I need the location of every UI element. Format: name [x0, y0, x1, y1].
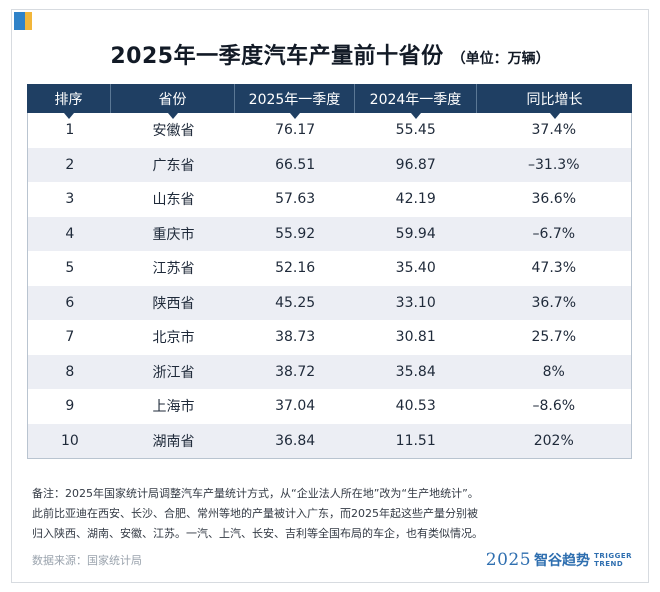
- table-row: 5 江苏省 52.16 35.40 47.3%: [28, 251, 631, 286]
- brand-logo: 2025 智谷趋势 TRIGGER TREND: [486, 550, 632, 570]
- table-row: 9 上海市 37.04 40.53 –8.6%: [28, 389, 631, 424]
- table-row: 4 重庆市 55.92 59.94 –6.7%: [28, 216, 631, 251]
- cell-yoy: 202%: [533, 432, 574, 449]
- cell-2025q1: 57.63: [275, 191, 316, 208]
- cell-2024q1: 35.84: [395, 363, 436, 380]
- cell-yoy: –6.7%: [532, 225, 576, 242]
- cell-province: 陕西省: [152, 295, 195, 312]
- cell-2025q1: 45.25: [275, 294, 316, 311]
- footnote-line: 归入陕西、湖南、安徽、江苏。一汽、上汽、长安、吉利等全国布局的车企，也有类似情况…: [32, 527, 483, 540]
- table-row: 8 浙江省 38.72 35.84 8%: [28, 354, 631, 389]
- cell-2025q1: 55.92: [275, 225, 316, 242]
- column-header-2024q1: 2024年一季度: [355, 84, 477, 119]
- cell-2024q1: 55.45: [395, 122, 436, 139]
- table-row: 1 安徽省 76.17 55.45 37.4%: [28, 113, 631, 148]
- brand-year: 2025: [485, 550, 532, 570]
- footer: 数据来源：国家统计局 2025 智谷趋势 TRIGGER TREND: [32, 550, 632, 572]
- cell-province: 重庆市: [152, 226, 195, 243]
- table-row: 10 湖南省 36.84 11.51 202%: [28, 423, 631, 458]
- cell-province: 山东省: [152, 192, 195, 209]
- table-header: 排序 省份 2025年一季度 2024年一季度 同比增长: [27, 84, 632, 119]
- cell-rank: 9: [65, 398, 75, 415]
- table-row: 2 广东省 66.51 96.87 –31.3%: [28, 147, 631, 182]
- cell-yoy: 37.4%: [531, 122, 576, 139]
- cell-2024q1: 96.87: [395, 156, 436, 173]
- title-row: 2025年一季度汽车产量前十省份 （单位：万辆）: [0, 38, 660, 72]
- cell-yoy: –31.3%: [528, 156, 580, 173]
- cell-yoy: 36.7%: [531, 294, 576, 311]
- cell-2025q1: 66.51: [275, 156, 316, 173]
- cell-rank: 3: [65, 191, 75, 208]
- cell-province: 安徽省: [152, 123, 195, 140]
- cell-rank: 10: [60, 432, 79, 449]
- cell-province: 江苏省: [152, 261, 195, 278]
- column-header-province: 省份: [111, 84, 235, 119]
- column-header-rank: 排序: [27, 84, 111, 119]
- cell-yoy: –8.6%: [532, 398, 576, 415]
- cell-2024q1: 11.51: [395, 432, 436, 449]
- cell-2025q1: 38.73: [275, 329, 316, 346]
- data-table: 排序 省份 2025年一季度 2024年一季度 同比增长 1 安徽省 76.17 55…: [27, 84, 632, 459]
- table-row: 3 山东省 57.63 42.19 36.6%: [28, 182, 631, 217]
- footnote-line: 此前比亚迪在西安、长沙、合肥、常州等地的产量被计入广东，而2025年起这些产量分…: [32, 507, 478, 520]
- cell-rank: 5: [65, 260, 75, 277]
- cell-rank: 8: [65, 363, 75, 380]
- data-source: 数据来源：国家统计局: [32, 554, 142, 567]
- table-row: 6 陕西省 45.25 33.10 36.7%: [28, 285, 631, 320]
- footnote: 备注：2025年国家统计局调整汽车产量统计方式，从“企业法人所在地”改为“生产地…: [32, 484, 632, 544]
- cell-yoy: 47.3%: [531, 260, 576, 277]
- cell-province: 上海市: [152, 399, 195, 416]
- column-header-2025q1: 2025年一季度: [235, 84, 355, 119]
- cell-2024q1: 59.94: [395, 225, 436, 242]
- cell-rank: 7: [65, 329, 75, 346]
- cell-province: 湖南省: [152, 433, 195, 450]
- cell-2025q1: 36.84: [275, 432, 316, 449]
- cell-yoy: 8%: [542, 363, 565, 380]
- cell-rank: 2: [65, 156, 75, 173]
- cell-2024q1: 33.10: [395, 294, 436, 311]
- cell-yoy: 36.6%: [531, 191, 576, 208]
- cell-rank: 6: [65, 294, 75, 311]
- column-header-yoy: 同比增长: [477, 84, 632, 119]
- page-title: 2025年一季度汽车产量前十省份: [110, 44, 444, 69]
- cell-2024q1: 30.81: [395, 329, 436, 346]
- cell-province: 广东省: [152, 157, 195, 174]
- brand-name: 智谷趋势: [534, 553, 591, 569]
- table-body: 1 安徽省 76.17 55.45 37.4% 2 广东省 66.51 96.87 –31.3% 3…: [27, 113, 632, 459]
- cell-2025q1: 76.17: [275, 122, 316, 139]
- cell-2024q1: 35.40: [395, 260, 436, 277]
- cell-rank: 1: [65, 122, 75, 139]
- cell-2024q1: 42.19: [395, 191, 436, 208]
- cell-province: 北京市: [152, 330, 195, 347]
- cell-2025q1: 52.16: [275, 260, 316, 277]
- cell-2025q1: 37.04: [275, 398, 316, 415]
- cell-rank: 4: [65, 225, 75, 242]
- cell-yoy: 25.7%: [531, 329, 576, 346]
- unit-label: （单位：万辆）: [451, 51, 550, 67]
- brand-en: TRIGGER TREND: [594, 552, 632, 568]
- cell-2025q1: 38.72: [275, 363, 316, 380]
- cell-2024q1: 40.53: [395, 398, 436, 415]
- cell-province: 浙江省: [152, 364, 195, 381]
- corner-logo-icon: [14, 12, 32, 30]
- footnote-line: 备注：2025年国家统计局调整汽车产量统计方式，从“企业法人所在地”改为“生产地…: [32, 487, 479, 500]
- table-row: 7 北京市 38.73 30.81 25.7%: [28, 320, 631, 355]
